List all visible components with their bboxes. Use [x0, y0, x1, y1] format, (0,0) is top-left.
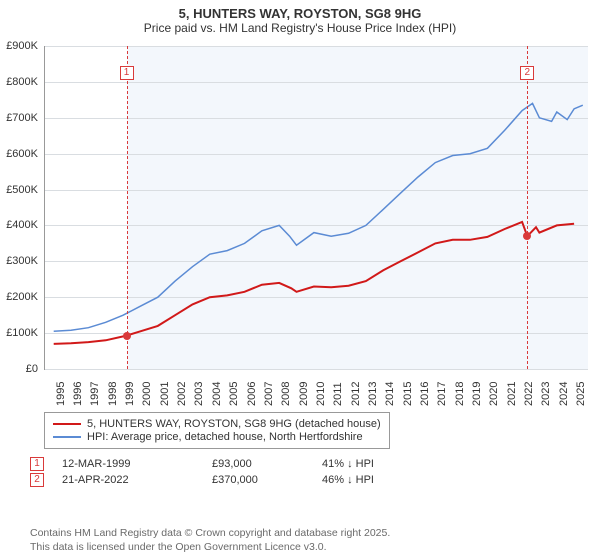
y-axis-label: £500K — [0, 184, 42, 196]
x-axis-label: 1997 — [89, 382, 91, 406]
x-axis-label: 1995 — [55, 382, 57, 406]
y-axis-label: £700K — [0, 112, 42, 124]
x-axis-label: 2011 — [332, 382, 334, 406]
x-axis-label: 2005 — [228, 382, 230, 406]
event-table-row: 1 12-MAR-1999£93,00041% ↓ HPI — [30, 457, 432, 471]
x-axis-label: 2022 — [523, 382, 525, 406]
event-table-row: 2 21-APR-2022£370,00046% ↓ HPI — [30, 473, 432, 487]
x-axis-label: 2021 — [506, 382, 508, 406]
legend-row: 5, HUNTERS WAY, ROYSTON, SG8 9HG (detach… — [53, 418, 381, 430]
x-axis-label: 2016 — [419, 382, 421, 406]
series-line — [54, 103, 583, 331]
x-axis-label: 2007 — [263, 382, 265, 406]
footer-line2: This data is licensed under the Open Gov… — [30, 540, 590, 554]
x-axis-label: 2014 — [384, 382, 386, 406]
x-axis-label: 2008 — [280, 382, 282, 406]
event-price: £370,000 — [212, 474, 322, 486]
x-axis-label: 2025 — [575, 382, 577, 406]
event-date: 21-APR-2022 — [62, 474, 212, 486]
x-axis-label: 2018 — [454, 382, 456, 406]
plot-region: 12 — [44, 46, 588, 370]
y-axis-label: £800K — [0, 76, 42, 88]
chart-title-line2: Price paid vs. HM Land Registry's House … — [10, 21, 590, 35]
chart-title-block: 5, HUNTERS WAY, ROYSTON, SG8 9HG Price p… — [0, 0, 600, 43]
series-line — [54, 222, 574, 344]
x-axis-label: 2002 — [176, 382, 178, 406]
footer-attribution: Contains HM Land Registry data © Crown c… — [30, 526, 590, 554]
event-delta: 46% ↓ HPI — [322, 474, 432, 486]
y-axis-label: £300K — [0, 255, 42, 267]
chart-area: £0 £100K £200K £300K £400K £500K £600K £700K £80… — [0, 46, 600, 408]
event-index-box: 1 — [30, 457, 44, 471]
x-axis-label: 2024 — [558, 382, 560, 406]
x-axis-label: 2001 — [159, 382, 161, 406]
legend-label: HPI: Average price, detached house, Nort… — [87, 431, 363, 443]
gridline — [45, 369, 588, 370]
x-axis-label: 2020 — [488, 382, 490, 406]
event-delta: 41% ↓ HPI — [322, 458, 432, 470]
event-date: 12-MAR-1999 — [62, 458, 212, 470]
legend-swatch — [53, 423, 81, 425]
x-axis-label: 2000 — [141, 382, 143, 406]
x-axis-label: 2017 — [436, 382, 438, 406]
x-axis-label: 1999 — [124, 382, 126, 406]
y-axis-label: £200K — [0, 291, 42, 303]
event-index-box: 2 — [30, 473, 44, 487]
y-axis-label: £600K — [0, 148, 42, 160]
x-axis-label: 2012 — [350, 382, 352, 406]
chart-title-line1: 5, HUNTERS WAY, ROYSTON, SG8 9HG — [10, 6, 590, 21]
legend-label: 5, HUNTERS WAY, ROYSTON, SG8 9HG (detach… — [87, 418, 381, 430]
x-axis-label: 2010 — [315, 382, 317, 406]
event-marker-label: 1 — [120, 66, 134, 80]
x-axis-label: 2006 — [246, 382, 248, 406]
event-price: £93,000 — [212, 458, 322, 470]
x-axis-label: 1998 — [107, 382, 109, 406]
legend-swatch — [53, 436, 81, 438]
y-axis-label: £100K — [0, 327, 42, 339]
footer-line1: Contains HM Land Registry data © Crown c… — [30, 526, 590, 540]
x-axis-label: 2003 — [193, 382, 195, 406]
events-table: 1 12-MAR-1999£93,00041% ↓ HPI 2 21-APR-2022… — [30, 455, 432, 489]
x-axis-label: 1996 — [72, 382, 74, 406]
y-axis-label: £900K — [0, 40, 42, 52]
x-axis-label: 2009 — [298, 382, 300, 406]
x-axis-label: 2023 — [540, 382, 542, 406]
x-axis-label: 2015 — [402, 382, 404, 406]
chart-legend: 5, HUNTERS WAY, ROYSTON, SG8 9HG (detach… — [44, 412, 390, 449]
x-axis-label: 2019 — [471, 382, 473, 406]
event-marker-dot — [523, 232, 531, 240]
legend-row: HPI: Average price, detached house, Nort… — [53, 431, 381, 443]
event-marker-dot — [123, 332, 131, 340]
y-axis-label: £400K — [0, 219, 42, 231]
event-marker-line — [127, 46, 128, 369]
x-axis-label: 2013 — [367, 382, 369, 406]
y-axis-label: £0 — [0, 363, 42, 375]
event-marker-label: 2 — [520, 66, 534, 80]
x-axis-label: 2004 — [211, 382, 213, 406]
event-marker-line — [527, 46, 528, 369]
